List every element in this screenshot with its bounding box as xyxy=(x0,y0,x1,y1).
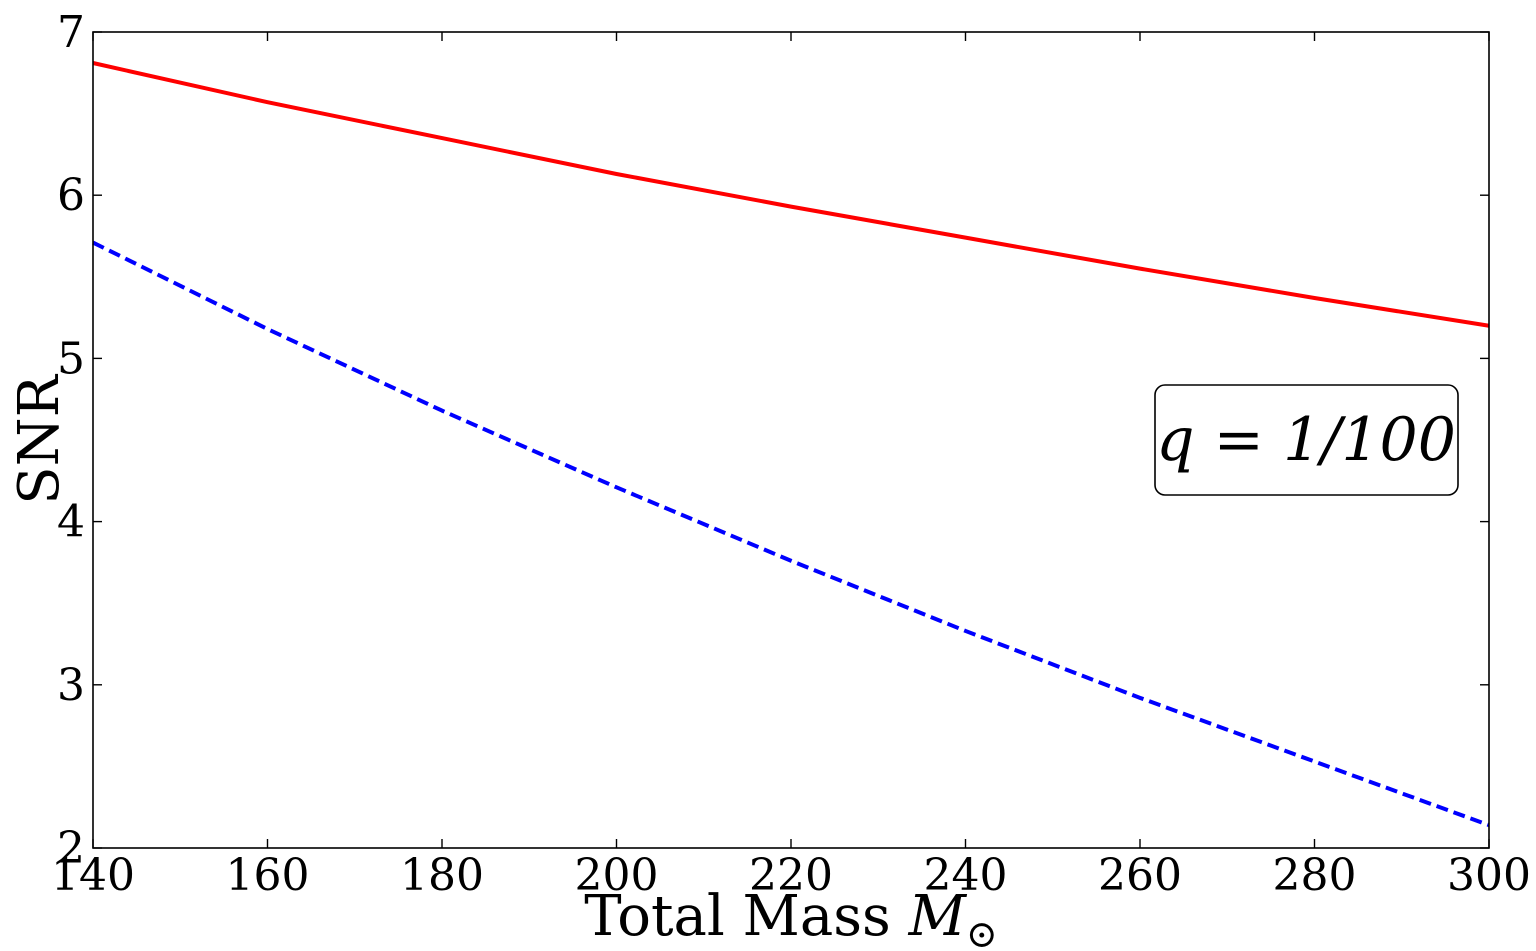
x-tick-label: 300 xyxy=(1447,850,1531,901)
annotation-text: q = 1/100 xyxy=(1156,405,1456,475)
y-tick-label: 4 xyxy=(57,497,85,548)
y-tick-label: 2 xyxy=(57,823,85,874)
x-tick-label: 260 xyxy=(1098,850,1182,901)
y-axis-label: SNR xyxy=(7,373,72,504)
x-tick-label: 180 xyxy=(400,850,484,901)
x-tick-label: 240 xyxy=(924,850,1008,901)
x-axis-label: Total Mass M⊙ xyxy=(584,884,998,951)
x-tick-label: 140 xyxy=(51,850,135,901)
x-tick-label: 200 xyxy=(575,850,659,901)
x-axis-label-subscript: ⊙ xyxy=(966,912,998,951)
y-tick-label: 5 xyxy=(57,333,85,384)
series-layer xyxy=(92,61,1490,828)
y-tick-label: 6 xyxy=(57,170,85,221)
x-tick-label: 280 xyxy=(1273,850,1357,901)
series-line-2 xyxy=(92,240,1490,828)
x-axis-label-text: Total Mass xyxy=(584,884,908,949)
x-axis-label-symbol: M xyxy=(908,884,968,949)
series-line-1 xyxy=(92,61,1490,328)
tick-layer: 140 160 180 200 220 240 260 280 300 2 3 4 5 6 7 xyxy=(51,7,1531,901)
x-tick-label: 220 xyxy=(749,850,833,901)
y-tick-label: 3 xyxy=(57,660,85,711)
annotation-box: q = 1/100 xyxy=(1154,384,1459,496)
annotation-frame xyxy=(1154,384,1459,496)
x-tick-label: 160 xyxy=(226,850,310,901)
y-tick-label: 7 xyxy=(57,7,85,58)
